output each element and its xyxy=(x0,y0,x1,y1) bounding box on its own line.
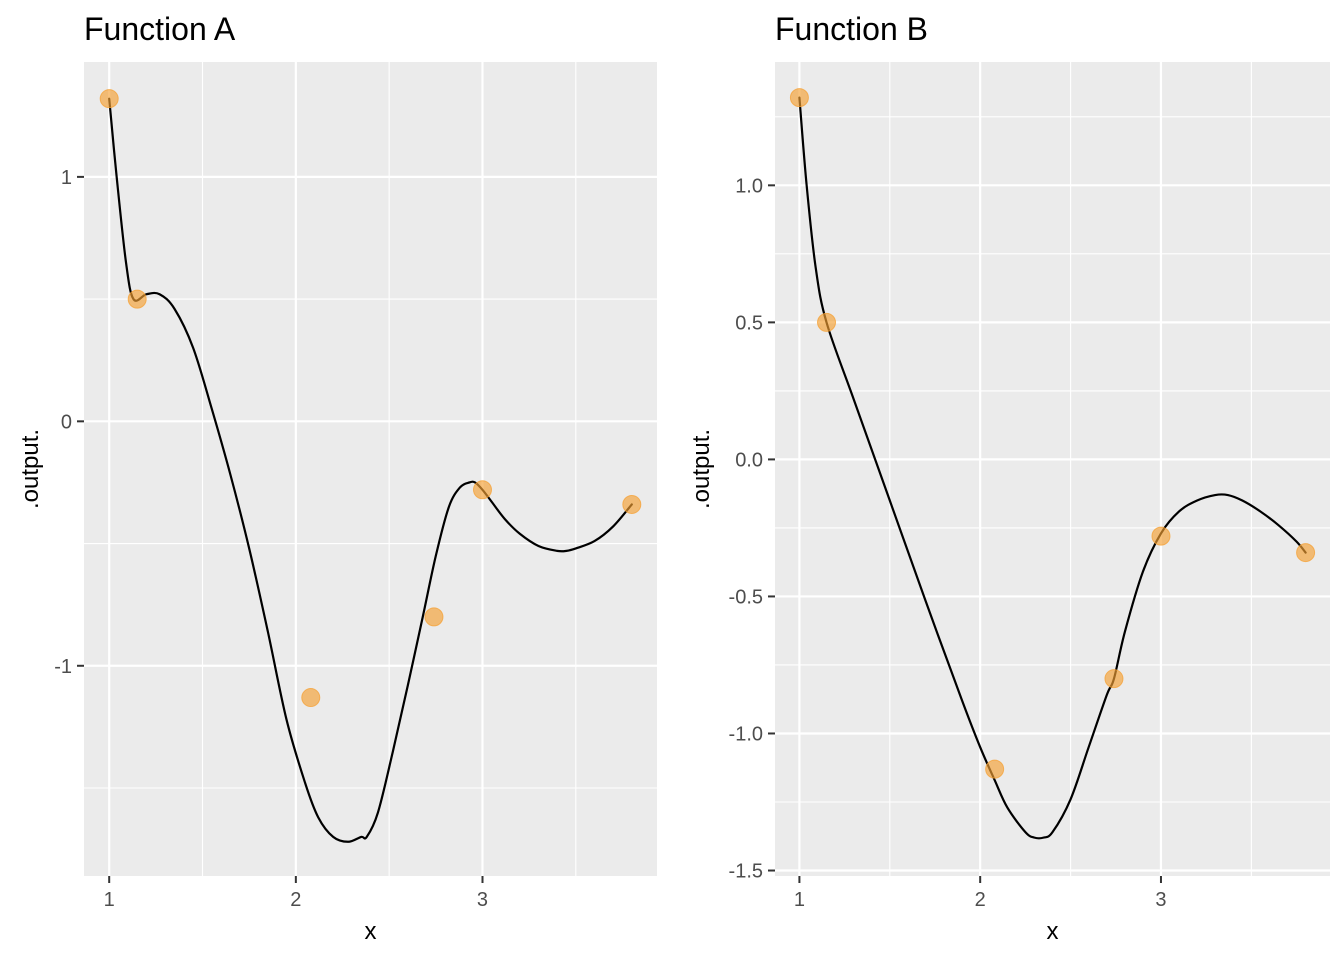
x-tick-label: 2 xyxy=(975,889,986,911)
chart-panel-b: 1 2 3 -1.5 -1.0 -0.5 0.0 0.5 1.0 Function B x .outp… xyxy=(688,11,1330,945)
data-point xyxy=(1151,526,1171,546)
y-axis-title: .output. xyxy=(17,429,44,509)
x-tick-label: 2 xyxy=(290,889,301,911)
y-tick-label: 0 xyxy=(61,411,72,433)
data-point xyxy=(817,312,837,332)
data-point xyxy=(1296,543,1316,563)
y-tick-label: -1 xyxy=(54,656,72,678)
x-axis-title: x xyxy=(1047,918,1059,945)
y-tick-label: -0.5 xyxy=(729,586,763,608)
y-axis-title: .output. xyxy=(688,429,715,509)
data-point xyxy=(1104,669,1124,689)
series-line xyxy=(108,97,633,843)
chart-title: Function B xyxy=(775,11,928,47)
x-tick-label: 3 xyxy=(477,889,488,911)
x-tick-label: 3 xyxy=(1155,889,1166,911)
data-point xyxy=(789,88,809,108)
data-point xyxy=(424,607,444,627)
x-tick-label: 1 xyxy=(794,889,805,911)
chart-title: Function A xyxy=(84,11,236,47)
series-line xyxy=(798,96,1307,840)
data-point xyxy=(472,480,492,500)
x-tick-label: 1 xyxy=(104,889,115,911)
data-point xyxy=(985,759,1005,779)
y-tick-label: 0.0 xyxy=(735,449,763,471)
plot-background xyxy=(84,62,657,876)
data-point xyxy=(99,89,119,109)
y-tick-label: -1.0 xyxy=(729,723,763,745)
plot-background xyxy=(775,62,1330,876)
data-point xyxy=(301,688,321,708)
chart-panel-a: 1 2 3 -1 0 1 Function A x .output. xyxy=(17,11,657,945)
x-axis-title: x xyxy=(365,918,377,945)
y-tick-label: -1.5 xyxy=(729,861,763,883)
y-tick-label: 1.0 xyxy=(735,175,763,197)
data-point xyxy=(622,494,642,514)
y-tick-label: 1 xyxy=(61,167,72,189)
data-point xyxy=(127,289,147,309)
y-tick-label: 0.5 xyxy=(735,312,763,334)
